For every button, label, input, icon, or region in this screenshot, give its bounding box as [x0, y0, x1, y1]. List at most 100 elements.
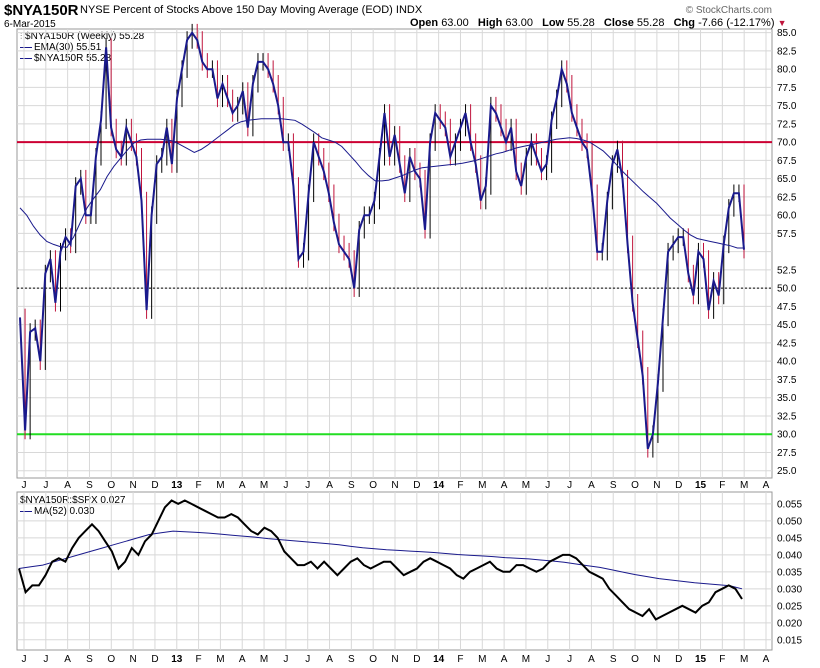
low-label: Low	[542, 17, 565, 29]
main-x-tick-label: F	[719, 480, 725, 491]
main-y-tick-label: 72.5	[777, 119, 797, 130]
ratio-x-tick-label: F	[196, 654, 202, 665]
ratio-x-tick-label: A	[763, 654, 770, 665]
main-y-tick-label: 77.5	[777, 83, 797, 94]
ratio-x-tick-label: J	[305, 654, 310, 665]
chg-value: -7.66 (-12.17%)	[698, 17, 775, 29]
main-x-tick-label: N	[391, 480, 398, 491]
ratio-x-tick-label: A	[588, 654, 595, 665]
ma-line-icon	[20, 510, 32, 512]
main-x-tick-label: J	[567, 480, 572, 491]
ratio-x-tick-label: A	[64, 654, 71, 665]
brand-watermark: © StockCharts.com	[685, 5, 772, 16]
main-y-tick-label: 37.5	[777, 375, 797, 386]
candles-icon: ⫶	[20, 31, 23, 41]
ratio-x-tick-label: S	[348, 654, 355, 665]
main-x-tick-label: 13	[171, 480, 183, 491]
ratio-legend-2: MA(52) 0.030	[20, 506, 95, 517]
main-x-tick-label: M	[260, 480, 268, 491]
main-x-tick-label: O	[631, 480, 639, 491]
ratio-x-tick-label: N	[391, 654, 398, 665]
main-x-tick-label: J	[545, 480, 550, 491]
main-y-tick-label: 40.0	[777, 357, 797, 368]
main-x-tick-label: M	[478, 480, 486, 491]
main-x-tick-label: F	[196, 480, 202, 491]
ratio-legend-2-text: MA(52) 0.030	[34, 506, 95, 517]
main-x-tick-label: M	[522, 480, 530, 491]
main-x-tick-label: J	[22, 480, 27, 491]
ratio-x-tick-label: M	[478, 654, 486, 665]
main-x-tick-label: J	[283, 480, 288, 491]
ratio-y-tick-label: 0.035	[777, 567, 802, 578]
ratio-x-tick-label: O	[369, 654, 377, 665]
ratio-x-tick-label: A	[326, 654, 333, 665]
chart-symbol: $NYA150R	[4, 2, 79, 19]
price-line	[19, 30, 745, 450]
main-y-tick-label: 70.0	[777, 138, 797, 149]
main-x-tick-label: 15	[695, 480, 707, 491]
ratio-line	[18, 499, 743, 621]
main-x-tick-label: D	[151, 480, 158, 491]
low-value: 55.28	[567, 17, 595, 29]
main-y-tick-label: 60.0	[777, 211, 797, 222]
main-x-tick-label: A	[588, 480, 595, 491]
ema30-line	[19, 118, 744, 249]
open-label: Open	[410, 17, 439, 29]
main-y-tick-label: 47.5	[777, 302, 797, 313]
main-x-tick-label: J	[305, 480, 310, 491]
main-x-tick-label: O	[369, 480, 377, 491]
ratio-x-tick-label: O	[107, 654, 115, 665]
ratio-x-tick-label: A	[239, 654, 246, 665]
main-y-tick-label: 45.0	[777, 320, 797, 331]
main-y-tick-label: 82.5	[777, 46, 797, 57]
main-y-tick-label: 65.0	[777, 174, 797, 185]
main-x-tick-label: A	[239, 480, 246, 491]
main-x-tick-label: N	[130, 480, 137, 491]
ratio-legend-1: $NYA150R:$SPX 0.027	[20, 495, 125, 506]
ratio-x-tick-label: M	[260, 654, 268, 665]
ratio-x-tick-label: S	[86, 654, 93, 665]
main-y-tick-label: 35.0	[777, 393, 797, 404]
main-legend-1-text: $NYA150R (Weekly) 55.28	[25, 31, 145, 42]
main-x-tick-label: A	[501, 480, 508, 491]
close-label: Close	[603, 17, 634, 29]
ratio-x-tick-label: N	[653, 654, 660, 665]
ratio-x-tick-label: J	[22, 654, 27, 665]
high-value: 63.00	[505, 17, 533, 29]
main-legend-3-text: $NYA150R 55.28	[34, 53, 112, 64]
ratio-y-tick-label: 0.040	[777, 550, 802, 561]
ratio-x-tick-label: M	[740, 654, 748, 665]
chg-label: Chg	[673, 17, 695, 29]
close-value: 55.28	[636, 17, 665, 29]
main-x-tick-label: N	[653, 480, 660, 491]
ratio-legend-1-text: $NYA150R:$SPX 0.027	[20, 495, 126, 506]
main-y-tick-label: 80.0	[777, 65, 797, 76]
main-y-tick-label: 27.5	[777, 448, 797, 459]
ma52-line	[18, 530, 743, 590]
main-y-tick-label: 75.0	[777, 101, 797, 112]
main-y-tick-label: 50.0	[777, 284, 797, 295]
ratio-y-tick-label: 0.045	[777, 533, 802, 544]
ratio-y-tick-label: 0.020	[777, 618, 802, 629]
ratio-y-tick-label: 0.030	[777, 584, 802, 595]
main-x-tick-label: A	[326, 480, 333, 491]
open-value: 63.00	[441, 17, 469, 29]
main-y-tick-label: 42.5	[777, 338, 797, 349]
main-legend-1: ⫶ $NYA150R (Weekly) 55.28	[20, 31, 144, 42]
main-legend-3: $NYA150R 55.28	[20, 53, 111, 64]
main-y-tick-label: 52.5	[777, 265, 797, 276]
ratio-x-tick-label: M	[522, 654, 530, 665]
ratio-y-tick-label: 0.015	[777, 635, 802, 646]
main-x-tick-label: S	[348, 480, 355, 491]
main-x-tick-label: S	[86, 480, 93, 491]
ratio-x-tick-label: J	[545, 654, 550, 665]
ratio-x-tick-label: N	[130, 654, 137, 665]
ratio-x-tick-label: A	[501, 654, 508, 665]
ratio-x-tick-label: 15	[695, 654, 707, 665]
main-x-tick-label: A	[64, 480, 71, 491]
ratio-y-tick-label: 0.050	[777, 516, 802, 527]
main-x-tick-label: J	[43, 480, 48, 491]
ratio-x-tick-label: D	[413, 654, 420, 665]
ratio-x-tick-label: J	[43, 654, 48, 665]
